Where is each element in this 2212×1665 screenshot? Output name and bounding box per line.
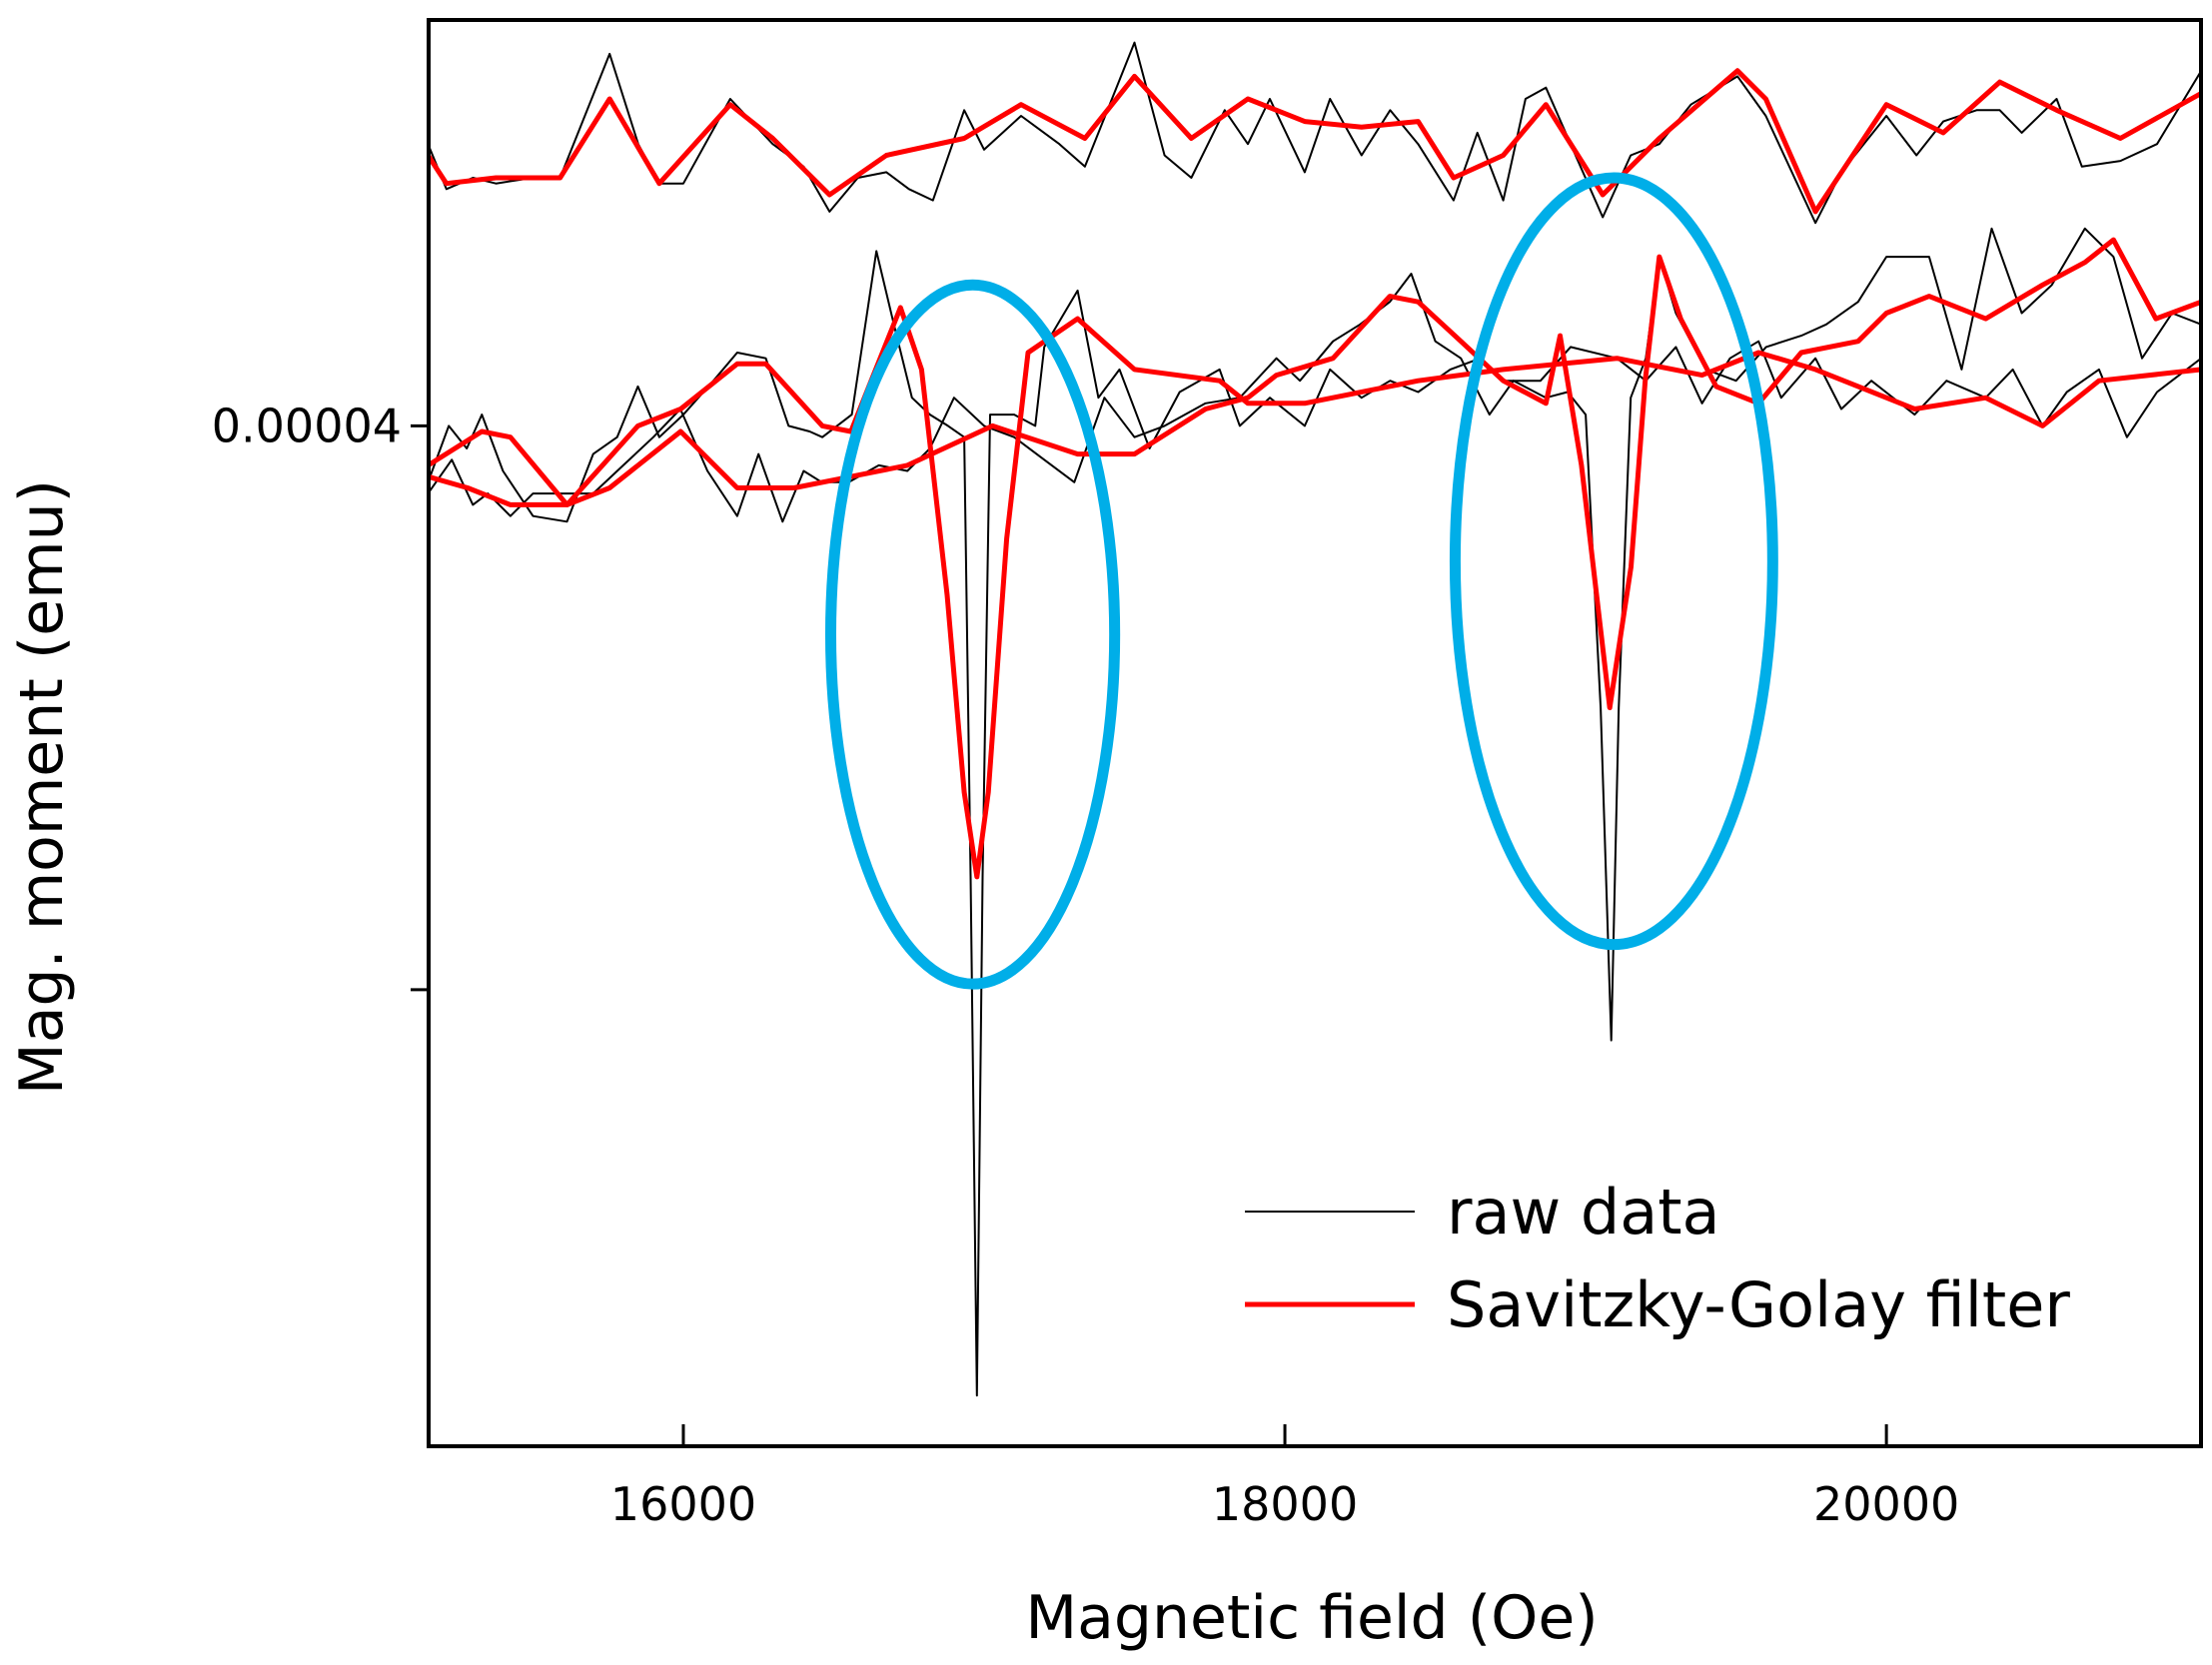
legend-label-raw: raw data — [1447, 1176, 1720, 1249]
series-raw-trace-b — [429, 250, 2201, 1397]
series-layer — [429, 41, 2201, 1397]
series-raw-trace-a — [429, 41, 2201, 225]
tick-layer: 16000 18000 20000 0.00004 — [212, 399, 1960, 1531]
annotation-layer — [824, 172, 1778, 990]
legend-label-filter: Savitzky-Golay filter — [1447, 1268, 2070, 1341]
y-axis-title: Mag. moment (emu) — [7, 479, 77, 1095]
x-tick-label: 16000 — [610, 1477, 756, 1531]
y-tick-label: 0.00004 — [212, 399, 402, 452]
series-filter-trace-b — [429, 305, 2201, 880]
series-filter-trace-c — [429, 237, 2201, 711]
legend: raw data Savitzky-Golay filter — [1245, 1176, 2070, 1341]
highlight-ellipse-2 — [1449, 172, 1778, 951]
x-tick-label: 18000 — [1212, 1477, 1358, 1531]
x-axis-title: Magnetic field (Oe) — [1025, 1583, 1598, 1653]
plot-frame — [427, 18, 2203, 1448]
highlight-ellipse-1 — [824, 279, 1121, 990]
series-raw-trace-c — [429, 227, 2201, 1042]
series-filter-trace-a — [429, 68, 2201, 215]
x-tick-label: 20000 — [1813, 1477, 1959, 1531]
